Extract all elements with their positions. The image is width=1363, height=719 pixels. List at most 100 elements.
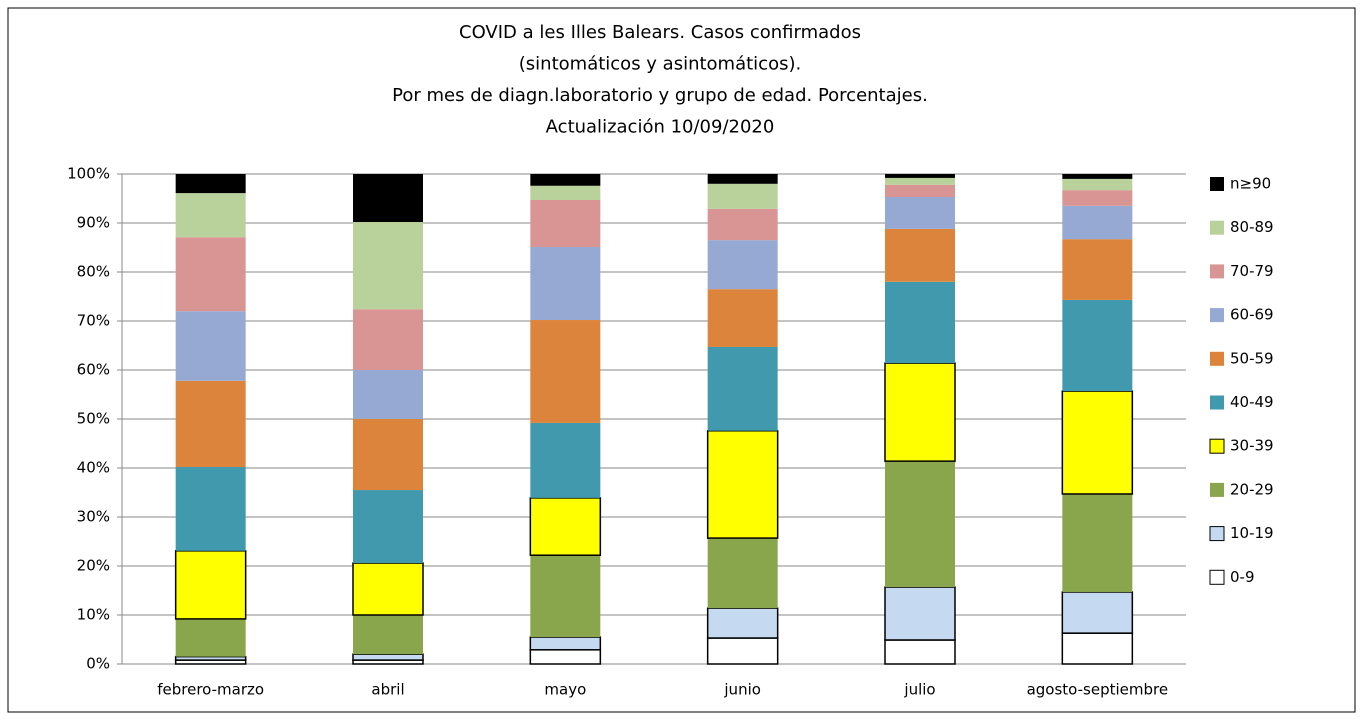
x-tick-label: agosto-septiembre xyxy=(1027,681,1169,699)
chart-title: (sintomáticos y asintomáticos). xyxy=(519,54,801,75)
bar-segment xyxy=(707,346,778,431)
legend-swatch xyxy=(1209,569,1225,585)
bar-segment xyxy=(707,240,778,290)
bar-segment xyxy=(1062,239,1133,300)
bar-segment xyxy=(175,618,246,657)
bar-segment xyxy=(707,174,778,184)
legend-swatch xyxy=(1209,438,1225,454)
legend-label: 30-39 xyxy=(1230,437,1274,455)
y-tick-label: 40% xyxy=(77,459,110,477)
bar-segment xyxy=(1062,178,1133,191)
bar-segment xyxy=(175,467,246,551)
x-tick-label: abril xyxy=(371,681,404,699)
bar-segment xyxy=(884,639,956,665)
bar-segment xyxy=(175,237,246,312)
legend-swatch xyxy=(1210,177,1224,191)
bar-segment xyxy=(707,289,778,347)
bar-segment xyxy=(529,497,602,556)
bar-segment xyxy=(885,281,955,364)
bar-segment xyxy=(353,174,423,223)
x-tick-label: junio xyxy=(723,681,761,699)
bar-segment xyxy=(885,174,955,178)
chart-title: Por mes de diagn.laboratorio y grupo de … xyxy=(392,85,928,106)
bar-segment xyxy=(884,586,956,641)
bar-segment xyxy=(353,490,423,564)
y-tick-label: 30% xyxy=(77,508,110,526)
bar-segment xyxy=(175,380,246,468)
bar-segment xyxy=(530,247,601,321)
bar-segment xyxy=(884,362,956,462)
bar-segment xyxy=(1062,174,1133,179)
bar-segment xyxy=(707,538,778,609)
legend-label: 20-29 xyxy=(1230,480,1274,498)
x-tick-label: mayo xyxy=(544,681,586,699)
bar-segment xyxy=(530,185,601,200)
x-tick-label: febrero-marzo xyxy=(157,681,264,699)
bar-segment xyxy=(530,174,601,186)
legend-swatch xyxy=(1210,395,1224,410)
legend-label: 0-9 xyxy=(1230,568,1255,586)
bar-segment xyxy=(353,309,423,370)
bar-segment xyxy=(707,208,778,241)
y-tick-label: 70% xyxy=(77,312,110,330)
y-tick-label: 90% xyxy=(77,214,110,232)
chart-title: COVID a les Illes Balears. Casos confirm… xyxy=(459,22,861,43)
bar-segment xyxy=(1061,632,1134,665)
bar-segment xyxy=(530,422,601,498)
legend-swatch xyxy=(1209,526,1225,542)
bar-segment xyxy=(174,655,247,661)
bar-segment xyxy=(1061,591,1134,634)
y-tick-label: 100% xyxy=(67,165,110,183)
legend-swatch xyxy=(1210,220,1224,235)
bar-segment xyxy=(353,222,423,310)
bar-segment xyxy=(706,430,779,539)
bar-segment xyxy=(1062,190,1133,206)
legend-swatch xyxy=(1210,351,1224,366)
bar-segment xyxy=(353,615,423,655)
bar-segment xyxy=(530,199,601,248)
legend-label: 80-89 xyxy=(1230,218,1274,236)
legend-label: n≥90 xyxy=(1230,175,1271,193)
legend-label: 50-59 xyxy=(1230,349,1274,367)
bar-segment xyxy=(175,193,246,238)
bar-segment xyxy=(885,228,955,282)
chart-title: Actualización 10/09/2020 xyxy=(546,117,775,138)
bar-segment xyxy=(885,197,955,229)
bar-segment xyxy=(175,311,246,381)
bar-segment xyxy=(706,607,779,639)
y-tick-label: 60% xyxy=(77,361,110,379)
bar-segment xyxy=(885,461,955,588)
bar-segment xyxy=(353,419,423,491)
bar-segment xyxy=(530,555,601,638)
y-tick-label: 0% xyxy=(86,655,110,673)
bar-segment xyxy=(353,370,423,419)
bar-segment xyxy=(529,636,602,651)
bar-segment xyxy=(174,550,247,620)
bar-segment xyxy=(885,184,955,198)
y-tick-label: 80% xyxy=(77,263,110,281)
bar-segment xyxy=(1062,299,1133,392)
legend-label: 40-49 xyxy=(1230,393,1274,411)
bar-segment xyxy=(1061,390,1134,495)
legend-swatch xyxy=(1210,308,1224,323)
legend-label: 60-69 xyxy=(1230,306,1274,324)
bar-segment xyxy=(530,320,601,423)
bar-segment xyxy=(1062,493,1133,592)
y-tick-label: 20% xyxy=(77,557,110,575)
legend-swatch xyxy=(1210,264,1224,279)
bar-segment xyxy=(1062,205,1133,240)
bar-segment xyxy=(352,562,424,616)
y-tick-label: 50% xyxy=(77,410,110,428)
bar-segment xyxy=(352,653,424,661)
legend-label: 70-79 xyxy=(1230,262,1274,280)
legend-swatch xyxy=(1210,482,1224,497)
bar-segment xyxy=(707,183,778,209)
y-tick-label: 10% xyxy=(77,606,110,624)
bar-segment xyxy=(885,177,955,185)
bar-segment xyxy=(175,174,246,194)
bar-segment xyxy=(706,637,779,665)
bar-segment xyxy=(529,649,602,665)
x-tick-label: julio xyxy=(903,681,935,699)
legend-label: 10-19 xyxy=(1230,524,1274,542)
